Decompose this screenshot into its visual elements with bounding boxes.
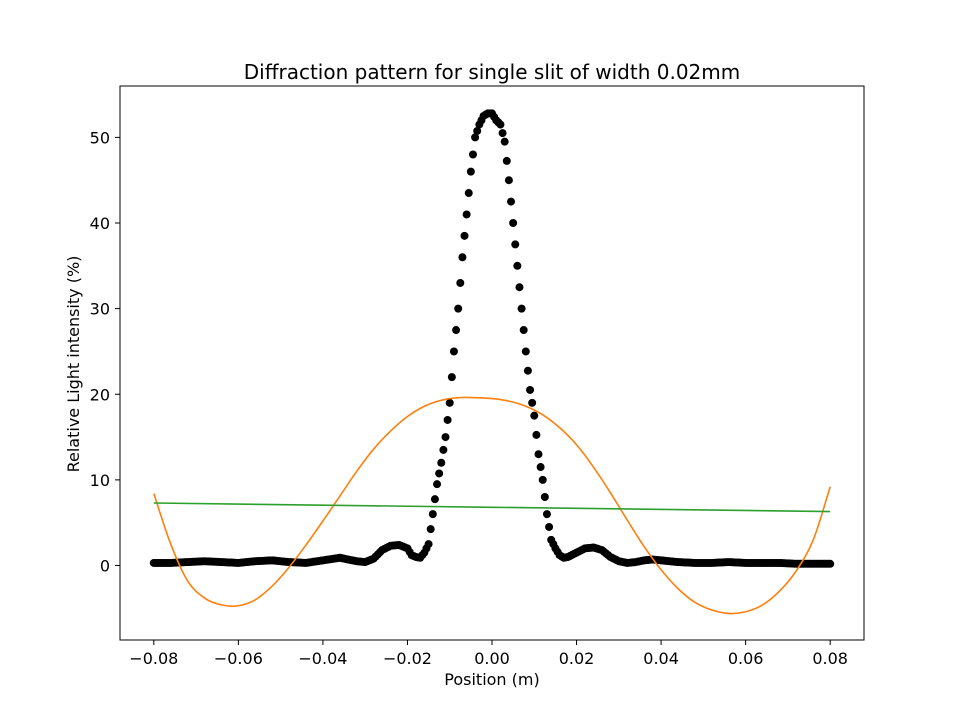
data-point	[545, 522, 554, 531]
data-point	[462, 210, 471, 219]
data-point	[426, 525, 435, 534]
data-point	[528, 398, 537, 407]
data-point	[428, 510, 437, 519]
data-point	[507, 197, 516, 206]
data-point	[466, 167, 475, 176]
data-point	[826, 559, 835, 568]
data-point	[498, 129, 507, 138]
data-point	[441, 433, 450, 442]
data-point	[523, 366, 532, 375]
x-tick-label: 0.04	[643, 649, 679, 668]
data-point	[504, 176, 513, 185]
series-line-1	[153, 396, 831, 615]
x-tick-label: 0.02	[559, 649, 595, 668]
data-point	[473, 126, 482, 135]
data-point	[468, 150, 477, 159]
data-point	[452, 326, 461, 335]
data-point	[532, 430, 541, 439]
data-point	[437, 458, 446, 467]
x-tick-label: −0.06	[214, 649, 263, 668]
data-point	[456, 278, 465, 287]
y-tick-label: 50	[90, 128, 110, 147]
chart-title: Diffraction pattern for single slit of w…	[244, 60, 741, 84]
x-axis-label: Position (m)	[444, 670, 539, 689]
y-tick-label: 0	[100, 557, 110, 576]
x-tick-label: 0.06	[728, 649, 764, 668]
data-point	[424, 540, 433, 549]
data-point	[513, 261, 522, 270]
data-point	[445, 398, 454, 407]
x-tick-label: −0.02	[383, 649, 432, 668]
data-point	[500, 137, 509, 146]
axes: −0.08 −0.06 −0.04 −0.02 0.00 0.02 0.04 0.06 0.08…	[90, 85, 865, 668]
data-point	[509, 219, 518, 227]
plot-area	[149, 109, 835, 615]
data-point	[540, 493, 549, 501]
data-point	[515, 283, 524, 292]
y-tick-label: 30	[90, 300, 110, 319]
y-axis-label: Relative Light intensity (%)	[64, 256, 83, 473]
data-point	[430, 495, 439, 504]
data-point	[511, 240, 520, 249]
scatter-series	[149, 109, 835, 568]
data-point	[447, 373, 456, 382]
data-point	[519, 326, 528, 335]
data-point	[530, 411, 539, 420]
x-tick-label: −0.04	[298, 649, 347, 668]
plot-frame	[119, 85, 865, 641]
data-point	[449, 347, 458, 356]
data-point	[526, 385, 535, 394]
data-point	[496, 120, 505, 129]
data-point	[471, 133, 480, 142]
data-point	[439, 445, 448, 454]
data-point	[538, 475, 547, 484]
data-point	[517, 304, 526, 313]
data-point	[464, 189, 473, 198]
x-tick-label: 0.08	[812, 649, 848, 668]
x-tick-label: −0.08	[129, 649, 178, 668]
series-line-2	[153, 502, 831, 513]
data-point	[542, 510, 551, 519]
data-point	[521, 347, 530, 356]
y-tick-label: 20	[90, 385, 110, 404]
data-point	[460, 231, 469, 240]
data-point	[534, 450, 543, 459]
data-point	[502, 156, 511, 165]
data-point	[536, 463, 545, 472]
data-point	[454, 304, 463, 313]
x-tick-label: 0.00	[474, 649, 510, 668]
data-point	[458, 253, 467, 262]
y-tick-label: 10	[90, 471, 110, 490]
y-tick-label: 40	[90, 214, 110, 233]
data-point	[443, 415, 452, 424]
data-point	[435, 469, 444, 478]
data-point	[433, 480, 442, 489]
